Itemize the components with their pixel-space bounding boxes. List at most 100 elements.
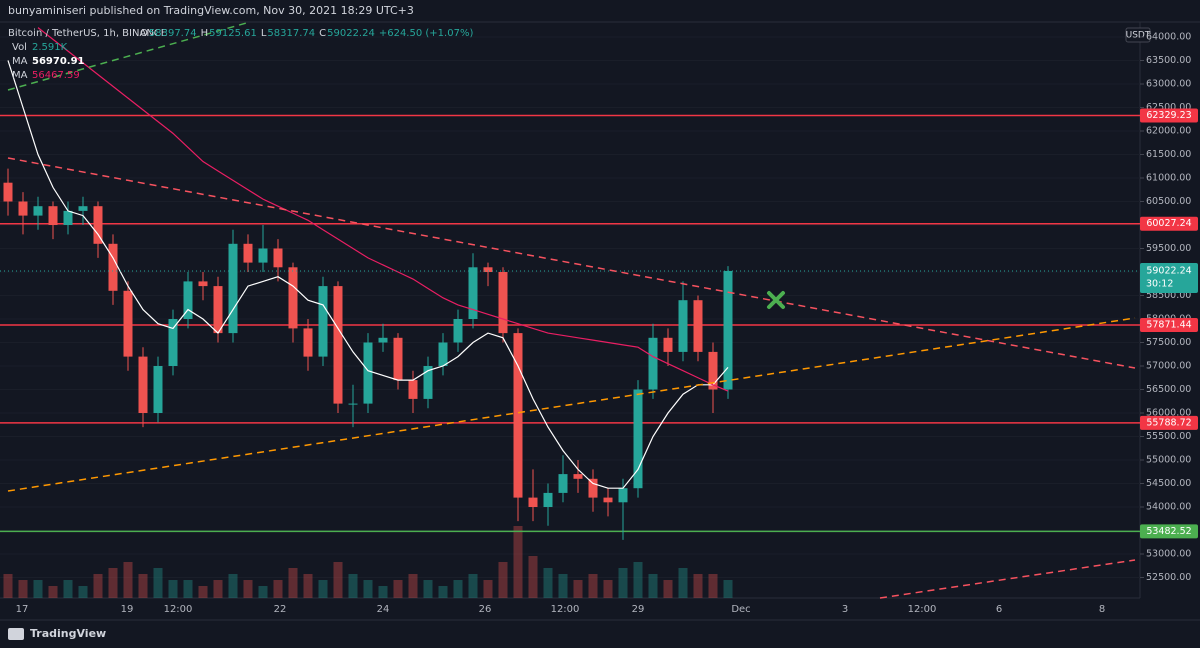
y-tick-label: 61000.00 — [1146, 172, 1191, 183]
candle-body — [633, 389, 643, 489]
ma-value: 56970.91 — [32, 56, 85, 67]
trendline — [7, 317, 1136, 492]
level-tag — [1140, 415, 1198, 430]
level-label: 57871.44 — [1146, 320, 1191, 331]
candle-body — [483, 267, 493, 272]
y-tick-label: 54000.00 — [1146, 502, 1191, 513]
candle-body — [348, 403, 358, 405]
candle-body — [273, 248, 283, 268]
level-tag — [1140, 524, 1198, 539]
candle-body — [48, 206, 58, 225]
level-tag — [1140, 216, 1198, 231]
candle-body — [168, 319, 178, 367]
ma-value: 56467.59 — [32, 70, 80, 81]
ohlc-key: L — [261, 28, 267, 39]
candle-body — [423, 366, 433, 399]
y-tick-label: 59500.00 — [1146, 243, 1191, 254]
candle-body — [153, 366, 163, 414]
candle-body — [123, 290, 133, 357]
x-tick-label: 8 — [1099, 604, 1105, 615]
moving-average — [7, 60, 729, 489]
volume-bar — [153, 568, 163, 598]
x-tick-label: 12:00 — [551, 604, 580, 615]
candle-body — [18, 201, 28, 216]
candle-body — [663, 337, 673, 352]
x-tick-label: 29 — [632, 604, 645, 615]
volume-bar — [348, 574, 358, 598]
volume-bar — [648, 574, 658, 598]
volume-bar — [633, 562, 643, 598]
drawings — [7, 21, 1136, 599]
x-tick-label: 24 — [377, 604, 390, 615]
trendline — [7, 21, 251, 91]
symbol: Bitcoin / TetherUS, 1h, BINANCE — [8, 28, 167, 39]
logo-icon — [8, 628, 24, 640]
volume-bar — [498, 562, 508, 598]
x-tick-label: 3 — [842, 604, 848, 615]
volume-bar — [198, 586, 208, 598]
ma-key: MA — [12, 70, 28, 81]
candle-body — [393, 337, 403, 381]
candle-body — [573, 474, 583, 479]
volume-bar — [408, 574, 418, 598]
volume-bar — [603, 580, 613, 598]
candle-body — [648, 337, 658, 390]
y-tick-label: 57500.00 — [1146, 337, 1191, 348]
ohlc-key: O — [140, 28, 148, 39]
volume-bar — [558, 574, 568, 598]
candle-body — [543, 492, 553, 508]
footer: TradingView — [30, 627, 106, 640]
candle-body — [333, 286, 343, 404]
ohlc-value: 58317.74 — [267, 28, 315, 39]
level-label: 60027.24 — [1146, 218, 1191, 229]
candle-body — [723, 270, 733, 390]
volume-bar — [18, 580, 28, 598]
y-tick-label: 56500.00 — [1146, 384, 1191, 395]
x-tick-label: 6 — [996, 604, 1002, 615]
last-price-label: 59022.24 — [1146, 265, 1191, 276]
target-marker — [767, 291, 785, 309]
level-tag — [1140, 108, 1198, 123]
ohlc-key: C — [319, 28, 326, 39]
level-label: 55788.72 — [1146, 417, 1191, 428]
volume-bar — [678, 568, 688, 598]
y-tick-label: 60500.00 — [1146, 196, 1191, 207]
ma-key: MA — [12, 56, 28, 67]
candle-body — [108, 243, 118, 291]
candle-body — [468, 267, 478, 320]
ohlc-value: 58397.74 — [149, 28, 197, 39]
y-tick-label: 62500.00 — [1146, 102, 1191, 113]
currency: USDT — [1126, 31, 1151, 41]
ohlc-value: 59125.61 — [209, 28, 257, 39]
volume-bar — [423, 580, 433, 598]
volume-bar — [258, 586, 268, 598]
level-label: 62329.23 — [1146, 110, 1191, 121]
volume-bar — [93, 574, 103, 598]
footer-logo: TradingView — [8, 627, 106, 640]
volume-bar — [183, 580, 193, 598]
candle-body — [708, 351, 718, 390]
candle-body — [408, 380, 418, 399]
candle-body — [138, 356, 148, 414]
volume-bar — [693, 574, 703, 598]
candle-body — [3, 182, 13, 202]
volume-bar — [543, 568, 553, 598]
volume-bar — [333, 562, 343, 598]
candle-body — [513, 333, 523, 498]
candle-body — [243, 243, 253, 263]
candle-body — [453, 319, 463, 343]
moving-average — [37, 27, 729, 392]
x-tick-label: 12:00 — [908, 604, 937, 615]
candle-body — [183, 281, 193, 320]
volume-bar — [573, 580, 583, 598]
y-tick-label: 54500.00 — [1146, 478, 1191, 489]
x-tick-label: 17 — [16, 604, 29, 615]
volume-bar — [213, 580, 223, 598]
last-price-tag — [1140, 262, 1198, 293]
volume-bar — [108, 568, 118, 598]
candle-body — [318, 286, 328, 357]
candle-body — [198, 281, 208, 287]
volume-bar — [303, 574, 313, 598]
